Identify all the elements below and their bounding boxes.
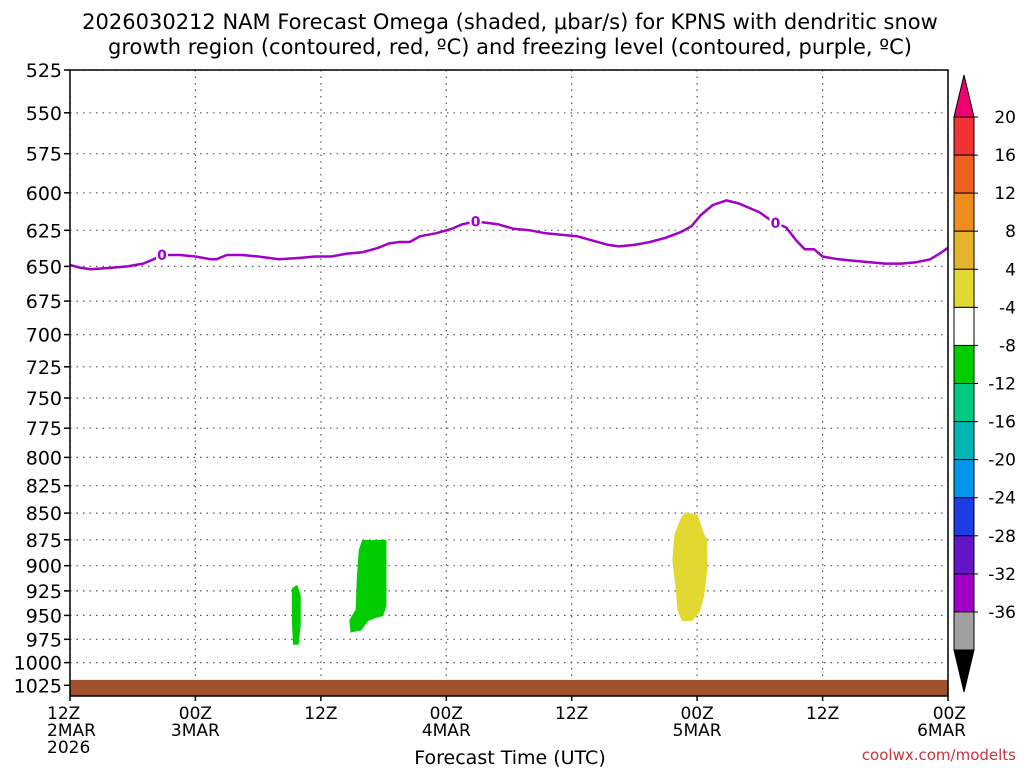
- y-tick-label: 825: [26, 476, 62, 498]
- y-axis: 525 550 575 600 625 650 675 700 725 750 775 800 825 8…: [14, 60, 70, 697]
- y-tick-label: 650: [26, 256, 62, 278]
- colorbar-label: -20: [988, 451, 1016, 471]
- x-tick-label: 12Z: [806, 704, 839, 724]
- y-tick-label: 700: [26, 325, 62, 347]
- x-tick-label: 00Z: [179, 704, 212, 724]
- freezing-level-label-bg: [469, 213, 482, 230]
- colorbar-segment: [953, 459, 975, 499]
- x-tick-label: 00Z: [933, 704, 966, 724]
- y-tick-label: 775: [26, 418, 62, 440]
- colorbar-label: -36: [988, 603, 1016, 623]
- colorbar-segment: [953, 154, 975, 194]
- colorbar-segment: [953, 573, 975, 613]
- x-tick-label: 00Z: [680, 704, 713, 724]
- colorbar-segment: [953, 230, 975, 270]
- colorbar-segment: [953, 383, 975, 423]
- y-tick-label: 900: [26, 556, 62, 578]
- colorbar-segment: [953, 421, 975, 461]
- omega-region: [349, 540, 387, 633]
- colorbar: 20 16 12 8 4 -4 -8 -12 -16 -20 -24 -28 -32 -36: [953, 74, 1016, 693]
- colorbar-label: 8: [1005, 222, 1016, 242]
- colorbar-segment: [953, 497, 975, 537]
- colorbar-label: 12: [994, 184, 1016, 204]
- x-tick-label: 12Z: [304, 704, 337, 724]
- colorbar-bottom-arrow: [953, 649, 975, 693]
- colorbar-label: -4: [999, 298, 1016, 318]
- colorbar-label: -28: [988, 527, 1016, 547]
- omega-region: [291, 585, 301, 645]
- chart-title-line1: 2026030212 NAM Forecast Omega (shaded, μ…: [82, 10, 938, 34]
- plot-area: [70, 70, 948, 696]
- colorbar-segment: [953, 611, 975, 651]
- y-tick-label: 1000: [14, 653, 62, 675]
- y-tick-label: 925: [26, 581, 62, 603]
- credit-text: coolwx.com/modelts: [862, 746, 1016, 764]
- x-tick-label: 5MAR: [673, 721, 722, 741]
- x-tick-label: 2026: [47, 738, 90, 758]
- y-tick-label: 875: [26, 530, 62, 552]
- freezing-level-label: 0: [157, 248, 167, 264]
- plot-frame: [69, 69, 949, 697]
- colorbar-label: -12: [988, 375, 1016, 395]
- colorbar-segment: [953, 116, 975, 156]
- omega-shading: [291, 512, 708, 645]
- y-tick-label: 525: [26, 60, 62, 82]
- x-axis-label: Forecast Time (UTC): [414, 747, 605, 768]
- colorbar-segment: [953, 306, 975, 346]
- y-tick-label: 750: [26, 388, 62, 410]
- colorbar-label: -8: [999, 336, 1016, 356]
- colorbar-segment: [953, 268, 975, 308]
- x-tick-label: 6MAR: [917, 721, 966, 741]
- x-tick-label: 12Z: [47, 704, 80, 724]
- x-tick-label: 4MAR: [422, 721, 471, 741]
- colorbar-label: -24: [988, 489, 1016, 509]
- y-tick-label: 550: [26, 103, 62, 125]
- colorbar-segment: [953, 192, 975, 232]
- y-tick-label: 950: [26, 605, 62, 627]
- colorbar-label: 4: [1005, 260, 1016, 280]
- y-tick-label: 850: [26, 503, 62, 525]
- freezing-level-line: [69, 199, 949, 271]
- omega-region: [672, 512, 708, 621]
- colorbar-segment: [953, 535, 975, 575]
- colorbar-label: -32: [988, 565, 1016, 585]
- terrain-band: [70, 679, 948, 696]
- y-tick-label: 600: [26, 183, 62, 205]
- y-tick-label: 800: [26, 447, 62, 469]
- terrain: [70, 679, 948, 696]
- x-tick-label: 12Z: [555, 704, 588, 724]
- chart-title-line2: growth region (contoured, red, ºC) and f…: [108, 35, 912, 59]
- freezing-level-label-bg: [156, 247, 168, 263]
- y-tick-label: 575: [26, 144, 62, 166]
- y-tick-label: 975: [26, 629, 62, 651]
- freezing-level-label: 0: [471, 215, 481, 231]
- freezing-level: 0 0 0: [69, 199, 949, 271]
- x-tick-label: 3MAR: [171, 721, 220, 741]
- freezing-level-label-bg: [769, 215, 782, 231]
- y-tick-label: 1025: [14, 675, 62, 697]
- y-tick-label: 625: [26, 220, 62, 242]
- y-tick-label: 725: [26, 357, 62, 379]
- x-tick-label: 2MAR: [47, 721, 96, 741]
- x-tick-label: 00Z: [430, 704, 463, 724]
- colorbar-label: -16: [988, 413, 1016, 433]
- colorbar-segment: [953, 344, 975, 384]
- y-tick-label: 675: [26, 291, 62, 313]
- colorbar-label: 20: [994, 108, 1016, 128]
- freezing-level-label: 0: [771, 216, 781, 232]
- colorbar-label: 16: [994, 146, 1016, 166]
- colorbar-top-arrow: [953, 74, 975, 118]
